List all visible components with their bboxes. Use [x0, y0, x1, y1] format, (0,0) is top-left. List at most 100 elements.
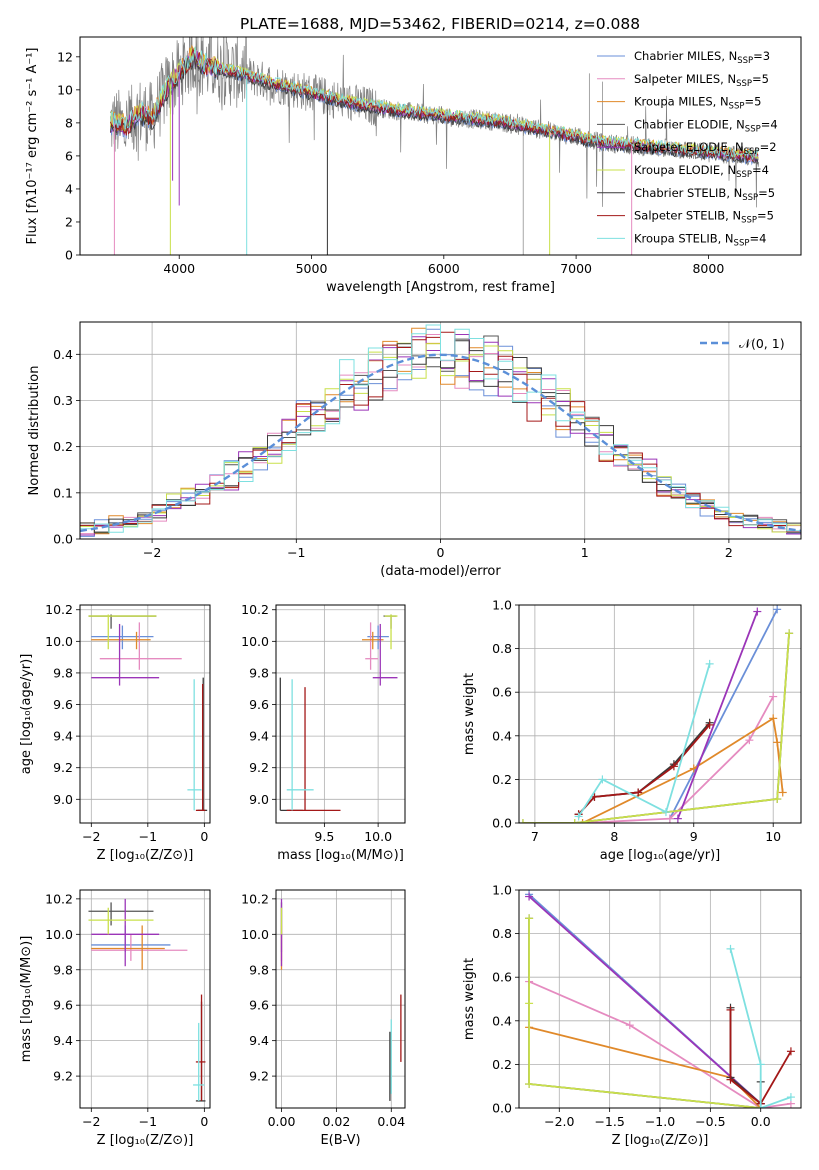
x-tick-label: 0	[200, 1114, 208, 1129]
legend-label-text: Chabrier ELODIE, N	[634, 117, 745, 131]
y-axis-label: mass weight	[462, 673, 477, 755]
model-spectrum-chab_elodie	[110, 54, 759, 165]
y-tick-label: 9.4	[53, 729, 73, 744]
x-axis-label: Z [log₁₀(Z/Z⊙)]	[97, 1133, 194, 1148]
y-tick-label: 0.4	[492, 728, 512, 743]
legend-label-krou_stelib: Kroupa STELIB, NSSP=4	[634, 231, 766, 248]
x-tick-label: 9.5	[314, 829, 334, 844]
z_age-plot-area	[88, 614, 208, 812]
legend-label-text: Kroupa STELIB, N	[634, 231, 734, 245]
y-tick-label: 0.0	[53, 532, 73, 547]
x-tick-label: −1	[139, 829, 157, 844]
ebv-mass-chart: 0.00 0.02 0.04 9.2 9.4 9.6 9.8 10.0 10.2 E(B-V)	[241, 889, 406, 1148]
x-axis-label: wavelength [Angstrom, rest frame]	[326, 280, 555, 295]
mass-age-chart: 9.5 10.0 9.0 9.2 9.4 9.6 9.8 10.0 10.2 mass [log₁…	[241, 602, 406, 863]
y-tick-label: 1.0	[492, 883, 512, 898]
x-tick-label: −2.0	[544, 1114, 574, 1129]
legend-label-chab_stelib: Chabrier STELIB, NSSP=5	[634, 186, 775, 203]
y-tick-label: 9.4	[53, 1033, 73, 1048]
x-tick-label: 0.02	[322, 1114, 350, 1129]
x-axis-label: Z [log₁₀(Z/Z⊙)]	[97, 848, 194, 863]
z-weight-chart: −2.0 −1.5 −1.0 −0.5 0.0 0.0 0.2 0.4 0.6 0.8 1.0 Z […	[462, 883, 802, 1148]
normal-curve	[80, 353, 801, 533]
legend-n: =3	[753, 49, 770, 63]
z_mass-plot-area	[88, 898, 206, 1102]
x-tick-label: −1.5	[594, 1114, 624, 1129]
y-tick-label: 10.2	[45, 891, 73, 906]
y-tick-label: 10.2	[241, 891, 269, 906]
y-tick-label: 0.8	[492, 926, 512, 941]
y-axis-label: Normed distribution	[27, 366, 42, 496]
x-tick-label: 9	[690, 829, 698, 844]
y-tick-label: 9.4	[249, 729, 269, 744]
y-tick-label: 9.8	[249, 962, 269, 977]
axes-frame	[275, 889, 406, 1109]
legend-sub: SSP	[736, 170, 752, 180]
axes-frame	[518, 889, 802, 1109]
x-tick-label: −2	[82, 1114, 100, 1129]
z-age-chart: −2 −1 0 9.0 9.2 9.4 9.6 9.8 10.0 10.2 Z [log₁₀(Z/Z…	[19, 602, 211, 863]
residuals-plot-area	[80, 324, 801, 538]
axes-frame	[79, 321, 802, 540]
y-tick-label: 10.0	[241, 927, 269, 942]
y-tick-label: 0.6	[492, 685, 512, 700]
legend-label-text: Chabrier MILES, N	[634, 49, 737, 63]
y-tick-label: 0.2	[492, 772, 512, 787]
y-axis-label: mass weight	[462, 958, 477, 1040]
weight-line-krou_elodie	[523, 633, 790, 823]
y-axis-label: mass [log₁₀(M/M⊙)]	[19, 936, 34, 1063]
x-tick-label: 10.0	[364, 829, 392, 844]
ebv_mass-plot-area	[280, 898, 402, 1101]
z_weight-plot-area	[525, 890, 795, 1108]
axes-frame	[79, 604, 211, 824]
legend-label-chab_miles: Chabrier MILES, NSSP=3	[634, 49, 770, 66]
legend-label-text: Kroupa ELODIE, N	[634, 163, 736, 177]
legend-sub: SSP	[734, 238, 750, 248]
y-tick-label: 10.2	[241, 602, 269, 617]
figure-title: PLATE=1688, MJD=53462, FIBERID=0214, z=0…	[240, 15, 640, 33]
z-mass-chart: −2 −1 0 9.2 9.4 9.6 9.8 10.0 10.2 Z [log₁₀(Z/Z⊙)]…	[19, 889, 211, 1148]
legend-n: =5	[757, 209, 774, 223]
legend-label-chab_elodie: Chabrier ELODIE, NSSP=4	[634, 117, 778, 134]
x-tick-label: 0	[437, 545, 445, 560]
x-axis-label: Z [log₁₀(Z/Z⊙)]	[612, 1133, 709, 1148]
legend-label-krou_miles: Kroupa MILES, NSSP=5	[634, 95, 761, 112]
y-tick-label: 9.6	[249, 697, 269, 712]
x-tick-label: 0.04	[377, 1114, 405, 1129]
x-tick-label: −1	[139, 1114, 157, 1129]
legend-sub: SSP	[745, 124, 761, 134]
legend-label-text: Salpeter STELIB, N	[634, 209, 741, 223]
y-tick-label: 9.2	[53, 1069, 73, 1084]
y-axis-label: Flux [fλ10⁻¹⁷ erg cm⁻² s⁻¹ A⁻¹]	[25, 48, 40, 245]
y-tick-label: 0.2	[492, 1057, 512, 1072]
weight-line-krou_stelib	[577, 663, 711, 817]
x-tick-label: 0.0	[751, 1114, 771, 1129]
legend-n: =2	[760, 140, 777, 154]
x-tick-label: 8	[610, 829, 618, 844]
axes-frame	[275, 604, 406, 824]
y-tick-label: 9.4	[249, 1033, 269, 1048]
axes-frame	[518, 604, 802, 824]
legend-label-salp_stelib: Salpeter STELIB, NSSP=5	[634, 209, 774, 226]
y-tick-label: 9.8	[53, 962, 73, 977]
weight-line-salp_miles	[582, 696, 774, 823]
y-tick-label: 12	[57, 49, 73, 64]
legend-n: =5	[744, 95, 761, 109]
model-spectrum-salp_stelib	[110, 48, 759, 163]
x-tick-label: 10	[765, 829, 781, 844]
residuals-chart: −2 −1 0 1 2 0.0 0.1 0.2 0.3 0.4 (data-model)/error…	[27, 321, 802, 579]
legend-n: =4	[761, 117, 778, 131]
legend-n: =4	[752, 163, 769, 177]
weight-line-chab_elodie	[528, 918, 761, 1108]
histogram-krou_stelib	[80, 324, 801, 533]
model-spectrum-krou_stelib	[110, 46, 759, 161]
x-tick-label: −1.0	[645, 1114, 675, 1129]
legend-label-text: Kroupa MILES, N	[634, 95, 729, 109]
weight-line-chab_elodie	[523, 633, 790, 823]
x-axis-label: age [log₁₀(age/yr)]	[600, 848, 721, 863]
legend-sub: SSP	[737, 56, 753, 66]
y-tick-label: 0.0	[492, 1101, 512, 1116]
x-tick-label: −0.5	[695, 1114, 725, 1129]
axes-frame	[79, 36, 802, 256]
